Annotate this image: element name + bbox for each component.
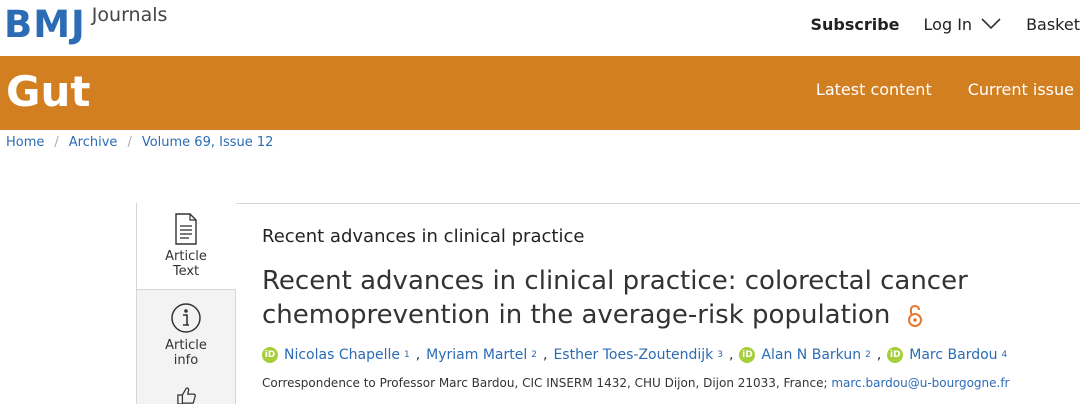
basket-link[interactable]: Basket bbox=[1026, 14, 1080, 34]
open-access-icon bbox=[907, 304, 922, 327]
breadcrumb: Home / Archive / Volume 69, Issue 12 bbox=[6, 135, 273, 150]
nav-latest-content[interactable]: Latest content bbox=[815, 80, 932, 99]
chevron-down-icon bbox=[981, 18, 1001, 30]
article-panel bbox=[136, 203, 1080, 404]
journal-title[interactable]: Gut bbox=[6, 67, 91, 116]
header-links: Subscribe Log In Basket bbox=[786, 10, 1080, 38]
author-separator: , bbox=[876, 347, 882, 363]
journal-bar: Gut Latest content Current issue bbox=[0, 56, 1080, 130]
author-affiliation-number: 4 bbox=[1001, 350, 1008, 360]
author-separator: , bbox=[542, 347, 548, 363]
tab-article-info-line2: info bbox=[173, 353, 199, 368]
author-name: Marc Bardou bbox=[909, 347, 998, 363]
author-name: Alan N Barkun bbox=[761, 347, 862, 363]
article-side-tabs: Article Text Article info bbox=[136, 203, 236, 404]
nav-current-issue[interactable]: Current issue bbox=[967, 80, 1074, 99]
orcid-icon[interactable]: iD bbox=[262, 347, 278, 363]
author-link[interactable]: iD Nicolas Chapelle 1 bbox=[262, 347, 410, 363]
author-affiliation-number: 2 bbox=[531, 350, 537, 360]
author-name: Myriam Martel bbox=[426, 347, 528, 363]
logo-journals-text: Journals bbox=[91, 4, 168, 26]
tab-article-text-line1: Article bbox=[165, 249, 207, 264]
article-header: Recent advances in clinical practice Rec… bbox=[262, 226, 1080, 332]
breadcrumb-archive[interactable]: Archive bbox=[68, 135, 118, 150]
tab-article-text-line2: Text bbox=[172, 264, 200, 279]
orcid-icon[interactable]: iD bbox=[887, 347, 904, 363]
author-name: Nicolas Chapelle bbox=[284, 347, 400, 363]
document-icon bbox=[175, 213, 197, 245]
breadcrumb-separator: / bbox=[127, 135, 132, 150]
breadcrumb-volume[interactable]: Volume 69, Issue 12 bbox=[141, 135, 274, 150]
info-icon bbox=[171, 303, 201, 333]
journal-nav: Latest content Current issue bbox=[780, 80, 1074, 99]
author-link[interactable]: iD Alan N Barkun 2 bbox=[739, 347, 871, 363]
author-affiliation-number: 2 bbox=[865, 350, 871, 360]
author-affiliation-number: 3 bbox=[717, 350, 723, 360]
tab-article-text[interactable]: Article Text bbox=[137, 203, 236, 290]
correspondence-email-link[interactable]: marc.bardou@u-bourgogne.fr bbox=[831, 376, 1010, 390]
site-header: BMJ Journals Subscribe Log In Basket bbox=[0, 0, 1080, 56]
article-title: Recent advances in clinical practice: co… bbox=[262, 264, 1022, 332]
login-menu[interactable]: Log In bbox=[924, 15, 1003, 34]
article-section-kicker: Recent advances in clinical practice bbox=[262, 226, 585, 247]
correspondence-text: Correspondence to Professor Marc Bardou,… bbox=[262, 376, 828, 390]
correspondence-line: Correspondence to Professor Marc Bardou,… bbox=[262, 376, 1010, 390]
login-label: Log In bbox=[923, 14, 973, 34]
author-link[interactable]: iD Marc Bardou 4 bbox=[887, 347, 1007, 363]
author-separator: , bbox=[415, 347, 421, 363]
breadcrumb-separator: / bbox=[54, 135, 59, 150]
orcid-icon[interactable]: iD bbox=[739, 347, 756, 363]
bmj-journals-logo[interactable]: BMJ Journals bbox=[4, 2, 167, 48]
author-name: Esther Toes-Zoutendijk bbox=[553, 347, 714, 363]
logo-bmj-text: BMJ bbox=[4, 3, 86, 46]
tab-responses[interactable] bbox=[137, 378, 236, 404]
tab-article-info[interactable]: Article info bbox=[137, 290, 236, 378]
author-separator: , bbox=[728, 347, 734, 363]
author-affiliation-number: 1 bbox=[403, 350, 410, 360]
author-link[interactable]: Myriam Martel 2 bbox=[426, 347, 537, 363]
breadcrumb-home[interactable]: Home bbox=[6, 135, 45, 150]
author-link[interactable]: Esther Toes-Zoutendijk 3 bbox=[553, 347, 723, 363]
subscribe-link[interactable]: Subscribe bbox=[810, 14, 900, 34]
thumbs-up-icon bbox=[177, 387, 196, 404]
author-list: iD Nicolas Chapelle 1 , Myriam Martel 2 … bbox=[262, 347, 1007, 363]
tab-article-info-line1: Article bbox=[165, 338, 207, 353]
article-title-text: Recent advances in clinical practice: co… bbox=[262, 266, 968, 330]
